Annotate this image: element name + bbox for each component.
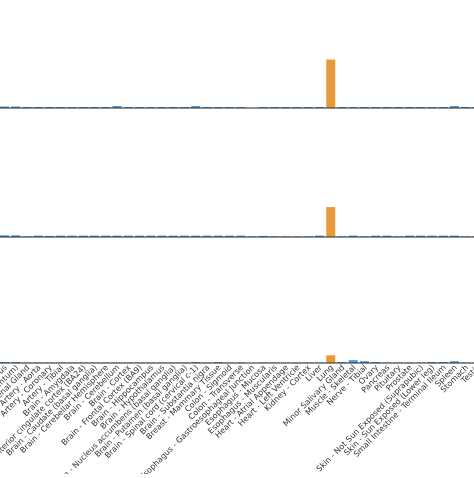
- bar-1-30: [338, 107, 347, 108]
- bar-2-3: [34, 236, 43, 237]
- bar-1-19: [214, 107, 223, 108]
- x-tick-labels: Adipose - SubcutaneousAdipose - Visceral…: [0, 363, 474, 474]
- bar-2-39: [439, 236, 448, 237]
- bar-2-1: [11, 235, 20, 236]
- bar-1-13: [146, 107, 155, 108]
- bar-2-4: [45, 236, 54, 237]
- bar-1-27: [304, 107, 313, 108]
- bar-2-21: [236, 236, 245, 237]
- bar-2-12: [135, 236, 144, 237]
- bar-1-33: [371, 107, 380, 108]
- bar-1-9: [101, 107, 110, 108]
- bar-1-3: [34, 107, 43, 108]
- bar-1-16: [180, 107, 189, 108]
- panel-2: [0, 207, 474, 237]
- bar-2-31: [349, 236, 358, 237]
- bar-1-39: [439, 107, 448, 108]
- bar-2-8: [90, 236, 99, 237]
- bar-2-20: [225, 236, 234, 237]
- bar-1-38: [428, 107, 437, 108]
- bar-1-12: [135, 107, 144, 108]
- bar-1-26: [293, 107, 302, 108]
- bar-1-8: [90, 107, 99, 108]
- bar-1-31: [349, 107, 358, 108]
- bar-1-21: [236, 107, 245, 108]
- bar-1-2: [23, 107, 32, 108]
- bar-2-17: [191, 236, 200, 237]
- bar-2-18: [203, 236, 212, 237]
- bar-1-24: [270, 107, 279, 108]
- bar-1-28: [315, 107, 324, 108]
- bar-1-34: [383, 107, 392, 108]
- bar-1-37: [416, 107, 425, 108]
- panel-3: [0, 355, 474, 363]
- bar-2-29: [326, 207, 335, 236]
- bar-2-40: [450, 236, 459, 237]
- bar-2-36: [405, 236, 414, 237]
- bar-1-1: [11, 107, 20, 108]
- bar-3-29: [326, 355, 335, 362]
- bar-1-11: [124, 107, 133, 108]
- bar-1-40: [450, 106, 459, 108]
- bar-1-7: [79, 107, 88, 108]
- bar-1-20: [225, 107, 234, 108]
- bar-2-10: [113, 236, 122, 237]
- bar-2-34: [383, 236, 392, 237]
- bar-3-31: [349, 360, 358, 362]
- bar-1-6: [68, 107, 77, 108]
- bar-1-41: [461, 107, 470, 108]
- bar-2-19: [214, 236, 223, 237]
- bar-2-11: [124, 236, 133, 237]
- bar-1-29: [326, 60, 335, 108]
- bar-2-15: [169, 236, 178, 237]
- panel-1: [0, 60, 474, 109]
- bar-1-35: [394, 107, 403, 108]
- bar-2-16: [180, 236, 189, 237]
- bar-1-25: [281, 107, 290, 108]
- bar-2-38: [428, 236, 437, 237]
- bar-1-15: [169, 107, 178, 108]
- bar-2-14: [158, 236, 167, 237]
- bar-1-18: [203, 107, 212, 108]
- bar-2-6: [68, 236, 77, 237]
- bar-1-14: [158, 107, 167, 108]
- bar-1-23: [259, 107, 268, 108]
- bar-3-40: [450, 361, 459, 362]
- bar-1-32: [360, 107, 369, 108]
- bar-1-10: [113, 106, 122, 108]
- bar-3-32: [360, 361, 369, 362]
- bar-2-23: [259, 236, 268, 237]
- bar-1-0: [0, 107, 9, 108]
- bar-2-5: [56, 236, 65, 237]
- bar-2-37: [416, 236, 425, 237]
- bar-1-5: [56, 107, 65, 108]
- bar-2-9: [101, 236, 110, 237]
- bar-1-36: [405, 107, 414, 108]
- bar-1-17: [191, 106, 200, 108]
- bar-2-33: [371, 236, 380, 237]
- bar-2-28: [315, 236, 324, 237]
- bar-2-0: [0, 235, 9, 236]
- bar-2-7: [79, 236, 88, 237]
- bar-2-13: [146, 236, 155, 237]
- bar-1-4: [45, 107, 54, 108]
